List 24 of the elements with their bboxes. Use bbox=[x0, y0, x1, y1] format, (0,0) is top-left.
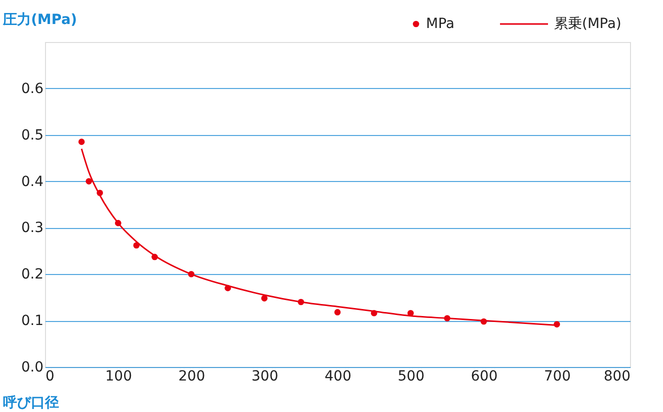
x-tick-label: 800 bbox=[604, 368, 630, 384]
y-tick-label: 0.0 bbox=[21, 360, 44, 376]
y-tick-label: 0.2 bbox=[21, 266, 44, 283]
y-tick-label: 0.1 bbox=[21, 313, 44, 330]
x-tick-label: 400 bbox=[324, 368, 352, 384]
point bbox=[86, 178, 92, 184]
x-tick-label: 300 bbox=[252, 368, 278, 384]
point bbox=[261, 295, 268, 302]
legend-label: MPa bbox=[426, 16, 454, 32]
x-tick-label: 200 bbox=[178, 368, 206, 384]
y-tick-label: 0.5 bbox=[21, 127, 44, 144]
x-tick-label: 500 bbox=[398, 368, 424, 384]
x-tick-label: 0 bbox=[46, 368, 54, 384]
y-axis-title: 圧力(MPa) bbox=[2, 12, 78, 28]
point bbox=[334, 309, 341, 316]
x-tick-label: 100 bbox=[105, 368, 132, 384]
x-axis-title: 呼び口径 bbox=[3, 394, 59, 411]
point bbox=[78, 138, 85, 145]
y-tick-label: 0.4 bbox=[21, 174, 44, 190]
x-tick-label: 600 bbox=[470, 368, 498, 384]
legend-label: 累乗(MPa) bbox=[554, 16, 622, 32]
y-tick-label: 0.6 bbox=[21, 80, 44, 97]
y-tick-label: 0.3 bbox=[21, 220, 44, 236]
x-tick-label: 700 bbox=[544, 368, 571, 384]
